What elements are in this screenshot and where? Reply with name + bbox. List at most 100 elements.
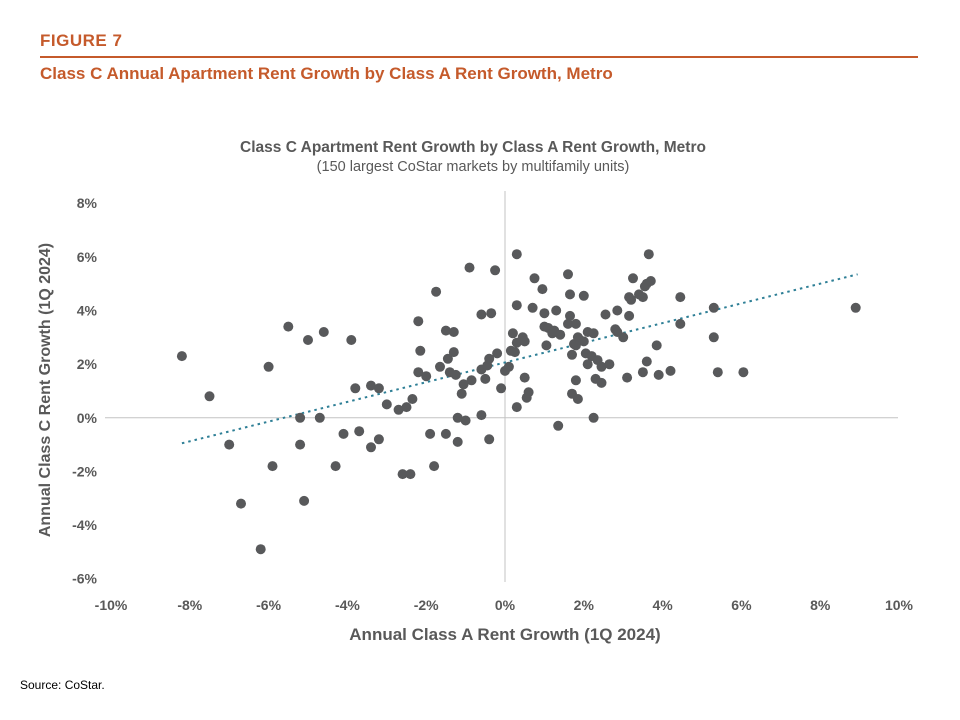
figure-title: Class C Annual Apartment Rent Growth by … [40, 64, 613, 83]
data-point [413, 316, 424, 327]
data-point [519, 336, 530, 347]
data-point [624, 310, 635, 321]
data-point [563, 269, 573, 280]
data-point [350, 383, 361, 394]
data-point [511, 249, 522, 260]
data-point [519, 372, 530, 383]
data-point [665, 365, 676, 376]
data-point [578, 336, 589, 347]
data-point [354, 426, 365, 437]
x-tick-label: 2% [574, 597, 595, 613]
data-point [466, 375, 477, 386]
data-point [448, 327, 459, 337]
data-point [452, 436, 463, 447]
y-tick-label: -2% [72, 463, 97, 479]
data-point [381, 399, 392, 410]
data-point [464, 262, 475, 273]
data-point [486, 308, 497, 319]
data-point [450, 369, 461, 380]
x-tick-label: 0% [495, 597, 516, 613]
source-note: Source: CoStar. [20, 678, 105, 692]
data-point [413, 367, 424, 378]
data-point [366, 442, 376, 453]
data-point [460, 415, 471, 426]
data-point [618, 332, 629, 343]
data-point [539, 308, 550, 319]
data-point [712, 367, 723, 378]
data-point [651, 340, 662, 351]
data-point [588, 412, 599, 423]
data-point [738, 367, 749, 378]
data-point [553, 420, 564, 431]
y-tick-label: -4% [72, 517, 97, 533]
data-point [397, 469, 408, 480]
x-tick-label: 10% [885, 597, 914, 613]
data-point [407, 394, 418, 404]
data-point [338, 428, 349, 439]
data-point [643, 249, 654, 260]
data-point [393, 404, 404, 415]
data-point [582, 359, 593, 370]
data-point [448, 347, 459, 358]
x-tick-label: -4% [335, 597, 360, 613]
data-point [523, 387, 534, 398]
data-point [303, 335, 313, 345]
data-point [236, 498, 246, 509]
data-point [507, 328, 518, 339]
data-point [708, 332, 719, 343]
data-point [578, 290, 589, 301]
data-point [373, 434, 384, 445]
data-point [565, 310, 575, 321]
y-axis-title: Annual Class C Rent Growth (1Q 2024) [37, 243, 54, 537]
data-point [529, 273, 540, 284]
data-point [628, 273, 638, 284]
y-tick-label: 6% [77, 249, 98, 265]
data-point [511, 300, 522, 311]
data-point [596, 377, 607, 388]
data-point [476, 410, 487, 421]
data-point [484, 353, 495, 364]
data-point [850, 302, 861, 313]
data-point [596, 361, 607, 372]
data-point [641, 356, 652, 367]
data-point [565, 289, 575, 300]
data-point [330, 461, 341, 472]
data-point [318, 327, 329, 337]
plot-layer: -10% -8% -6% -4% -2% 0% 2% 4% 6% 8% 10% -6% -4% -2% 0%… [72, 191, 914, 613]
data-point [637, 292, 648, 303]
data-point [645, 276, 656, 286]
y-tick-label: 2% [77, 356, 98, 372]
data-point [431, 286, 442, 297]
data-point [267, 461, 278, 472]
data-point [440, 428, 451, 439]
data-point [527, 302, 538, 313]
data-point [622, 372, 633, 383]
data-point [224, 439, 235, 450]
x-tick-label: -10% [95, 597, 128, 613]
chart-subtitle: (150 largest CoStar markets by multifami… [317, 159, 630, 175]
data-point [675, 292, 686, 303]
data-point [415, 345, 426, 356]
data-point [567, 349, 577, 360]
y-tick-label: 4% [77, 303, 98, 319]
data-point [480, 373, 491, 384]
data-point [588, 328, 599, 339]
data-point [435, 361, 445, 372]
x-axis-title: Annual Class A Rent Growth (1Q 2024) [349, 625, 660, 644]
data-point [537, 284, 548, 295]
data-point [204, 391, 215, 402]
x-tick-label: 6% [731, 597, 752, 613]
data-point [570, 375, 581, 386]
data-point [570, 318, 581, 329]
data-point [492, 348, 503, 359]
data-point [541, 340, 552, 351]
trend-line [181, 273, 858, 445]
data-point [490, 265, 501, 276]
data-point [176, 351, 187, 362]
x-tick-label: -6% [256, 597, 281, 613]
x-tick-label: -2% [414, 597, 439, 613]
data-point [476, 309, 487, 320]
x-tick-label: 8% [810, 597, 831, 613]
data-point [314, 412, 325, 423]
